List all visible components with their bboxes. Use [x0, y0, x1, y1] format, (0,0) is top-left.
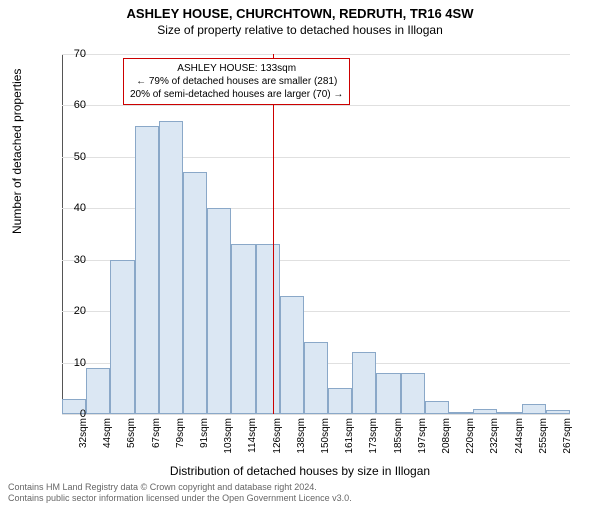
histogram-bar: [473, 409, 497, 414]
x-tick-label: 173sqm: [368, 418, 379, 454]
histogram-bar: [304, 342, 328, 414]
annotation-title: ASHLEY HOUSE: 133sqm: [130, 62, 343, 75]
x-tick-label: 255sqm: [538, 418, 549, 454]
histogram-bar: [110, 260, 134, 414]
histogram-bar: [135, 126, 159, 414]
x-tick-label: 161sqm: [344, 418, 355, 454]
x-tick-label: 103sqm: [223, 418, 234, 454]
annotation-box: ASHLEY HOUSE: 133sqm← 79% of detached ho…: [123, 58, 350, 105]
footer-line-1: Contains HM Land Registry data © Crown c…: [8, 482, 352, 493]
x-tick-label: 91sqm: [199, 418, 210, 448]
footer-attribution: Contains HM Land Registry data © Crown c…: [8, 482, 352, 504]
reference-line: [273, 54, 274, 414]
x-tick-label: 67sqm: [151, 418, 162, 448]
y-tick-label: 10: [56, 357, 86, 369]
histogram-bar: [231, 244, 255, 414]
x-tick-label: 185sqm: [393, 418, 404, 454]
y-tick-label: 30: [56, 254, 86, 266]
histogram-bar: [256, 244, 280, 414]
histogram-bar: [522, 404, 546, 414]
annotation-line-1: ← 79% of detached houses are smaller (28…: [130, 75, 343, 88]
y-tick-label: 70: [56, 48, 86, 60]
histogram-bar: [497, 412, 521, 414]
histogram-bar: [86, 368, 110, 414]
x-tick-label: 44sqm: [102, 418, 113, 448]
histogram-bar: [207, 208, 231, 414]
histogram-bar: [449, 412, 473, 414]
histogram-bar: [183, 172, 207, 414]
gridline: [62, 54, 570, 55]
y-tick-label: 20: [56, 305, 86, 317]
x-tick-label: 232sqm: [489, 418, 500, 454]
x-tick-label: 197sqm: [417, 418, 428, 454]
histogram-bar: [280, 296, 304, 414]
chart-title-sub: Size of property relative to detached ho…: [0, 23, 600, 37]
x-tick-label: 220sqm: [465, 418, 476, 454]
annotation-line-2: 20% of semi-detached houses are larger (…: [130, 88, 343, 101]
x-tick-label: 79sqm: [175, 418, 186, 448]
x-tick-label: 244sqm: [514, 418, 525, 454]
x-tick-label: 114sqm: [247, 418, 258, 453]
histogram-bar: [546, 410, 570, 414]
y-tick-label: 50: [56, 151, 86, 163]
x-tick-label: 138sqm: [296, 418, 307, 454]
gridline: [62, 105, 570, 106]
chart-title-main: ASHLEY HOUSE, CHURCHTOWN, REDRUTH, TR16 …: [0, 6, 600, 21]
chart-plot-area: ASHLEY HOUSE: 133sqm← 79% of detached ho…: [62, 54, 570, 414]
x-tick-label: 32sqm: [78, 418, 89, 448]
y-tick-label: 60: [56, 99, 86, 111]
x-tick-label: 126sqm: [272, 418, 283, 454]
x-tick-label: 208sqm: [441, 418, 452, 454]
gridline: [62, 414, 570, 415]
histogram-bar: [159, 121, 183, 414]
histogram-bar: [425, 401, 449, 414]
x-axis-label: Distribution of detached houses by size …: [0, 464, 600, 478]
y-tick-label: 40: [56, 202, 86, 214]
x-tick-label: 267sqm: [562, 418, 573, 454]
footer-line-2: Contains public sector information licen…: [8, 493, 352, 504]
histogram-bar: [376, 373, 400, 414]
x-tick-label: 56sqm: [126, 418, 137, 448]
histogram-bar: [401, 373, 425, 414]
histogram-bar: [352, 352, 376, 414]
y-axis-label: Number of detached properties: [10, 69, 24, 234]
histogram-bar: [328, 388, 352, 414]
x-tick-label: 150sqm: [320, 418, 331, 454]
